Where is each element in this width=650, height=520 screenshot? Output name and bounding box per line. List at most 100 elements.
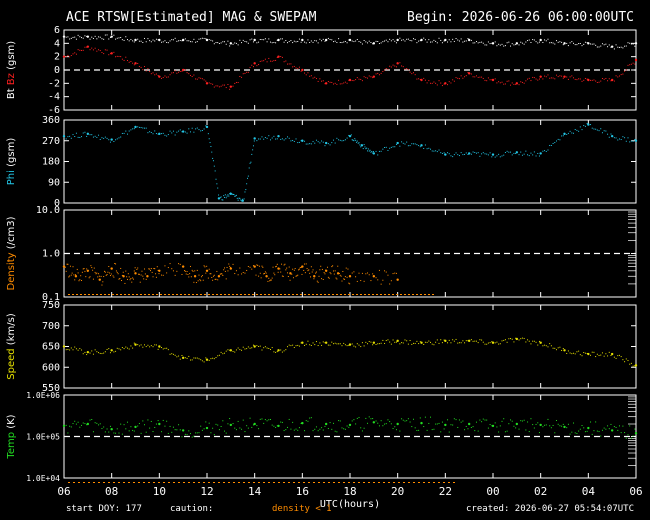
trace-dot-density	[327, 276, 329, 278]
trace-dot-temp	[72, 423, 74, 425]
trace-dot-phi	[195, 128, 197, 130]
trace-dot-bz	[407, 69, 409, 71]
trace-dot-bz	[542, 78, 544, 80]
trace-dot-bt	[627, 42, 629, 44]
trace-dot-temp	[431, 429, 433, 431]
trace-dot-bz	[106, 49, 108, 51]
point-bz	[491, 78, 495, 82]
trace-dot-speed	[242, 346, 244, 348]
trace-dot-bz	[533, 77, 535, 79]
trace-dot-speed	[251, 347, 253, 349]
trace-dot-density	[95, 273, 97, 275]
trace-dot-density	[192, 270, 194, 272]
trace-dot-temp	[430, 416, 432, 418]
trace-dot-phi	[258, 138, 260, 140]
trace-dot-phi	[369, 149, 371, 151]
trace-dot-bz	[305, 74, 307, 76]
trace-dot-phi	[142, 127, 144, 129]
trace-dot-density	[343, 278, 345, 280]
point-bt	[372, 42, 376, 45]
trace-dot-phi	[499, 156, 501, 158]
point-speed	[563, 349, 566, 352]
trace-dot-bz	[293, 65, 295, 67]
trace-dot-speed	[510, 338, 512, 340]
trace-dot-phi	[126, 133, 128, 135]
trace-dot-bz	[530, 80, 532, 82]
trace-dot-bt	[152, 39, 154, 41]
trace-dot-bt	[569, 42, 571, 44]
trace-dot-bz	[569, 76, 571, 78]
density-floor-flag	[156, 294, 158, 295]
trace-dot-speed	[368, 340, 370, 342]
trace-dot-bt	[314, 40, 316, 42]
trace-dot-density	[225, 278, 227, 280]
point-density	[98, 278, 101, 281]
ytick-label-phi: 270	[42, 136, 60, 147]
trace-dot-temp	[511, 420, 513, 422]
trace-dot-temp	[521, 420, 523, 422]
trace-dot-speed	[271, 347, 273, 349]
density-caution-flag	[203, 482, 205, 483]
density-floor-flag	[208, 294, 210, 295]
trace-dot-phi	[372, 152, 374, 154]
point-density	[134, 272, 137, 275]
trace-dot-temp	[264, 419, 266, 421]
trace-dot-bz	[508, 80, 510, 82]
trace-dot-temp	[523, 419, 525, 421]
point-bz	[86, 45, 90, 48]
trace-dot-temp	[79, 426, 81, 428]
trace-dot-bz	[235, 81, 237, 83]
trace-dot-temp	[404, 420, 406, 422]
trace-dot-density	[201, 276, 203, 278]
trace-dot-bz	[200, 77, 202, 79]
trace-dot-speed	[341, 345, 343, 347]
trace-dot-phi	[234, 195, 236, 197]
trace-dot-density	[213, 274, 215, 276]
trace-dot-speed	[188, 355, 190, 357]
trace-dot-bt	[440, 39, 442, 41]
trace-dot-phi	[508, 151, 510, 153]
trace-dot-bz	[358, 78, 360, 80]
trace-dot-density	[309, 276, 311, 278]
trace-dot-bt	[430, 41, 432, 43]
trace-dot-speed	[384, 342, 386, 344]
trace-dot-bt	[600, 45, 602, 47]
trace-dot-bz	[453, 80, 455, 82]
trace-dot-phi	[319, 142, 321, 144]
trace-dot-speed	[307, 340, 309, 342]
trace-dot-bt	[217, 42, 219, 44]
trace-dot-density	[334, 270, 336, 272]
trace-dot-density	[114, 262, 116, 264]
trace-dot-temp	[615, 426, 617, 428]
trace-dot-temp	[314, 428, 316, 430]
density-floor-flag	[152, 294, 154, 295]
trace-dot-speed	[290, 345, 292, 347]
trace-dot-phi	[511, 154, 513, 156]
trace-dot-speed	[344, 344, 346, 346]
trace-dot-phi	[450, 155, 452, 157]
trace-dot-speed	[608, 351, 610, 353]
trace-dot-phi	[496, 155, 498, 157]
trace-dot-speed	[426, 341, 428, 343]
trace-dot-temp	[484, 419, 486, 421]
trace-dot-bt	[363, 39, 365, 41]
trace-dot-density	[211, 277, 213, 279]
trace-dot-density	[212, 275, 214, 277]
density-caution-flag	[263, 482, 265, 483]
density-caution-flag	[153, 482, 155, 483]
trace-dot-density	[156, 266, 158, 268]
trace-dot-bz	[224, 84, 226, 86]
trace-dot-speed	[557, 347, 559, 349]
trace-dot-bz	[550, 77, 552, 79]
trace-dot-bt	[200, 38, 202, 40]
trace-dot-phi	[452, 156, 454, 158]
trace-dot-temp	[629, 425, 631, 427]
point-phi	[158, 132, 161, 136]
trace-dot-bt	[481, 41, 483, 43]
point-phi	[86, 132, 90, 136]
trace-dot-bz	[579, 78, 581, 80]
trace-dot-temp	[618, 425, 620, 427]
trace-dot-temp	[343, 428, 345, 430]
density-floor-flag	[332, 294, 334, 295]
trace-dot-bt	[247, 42, 249, 44]
